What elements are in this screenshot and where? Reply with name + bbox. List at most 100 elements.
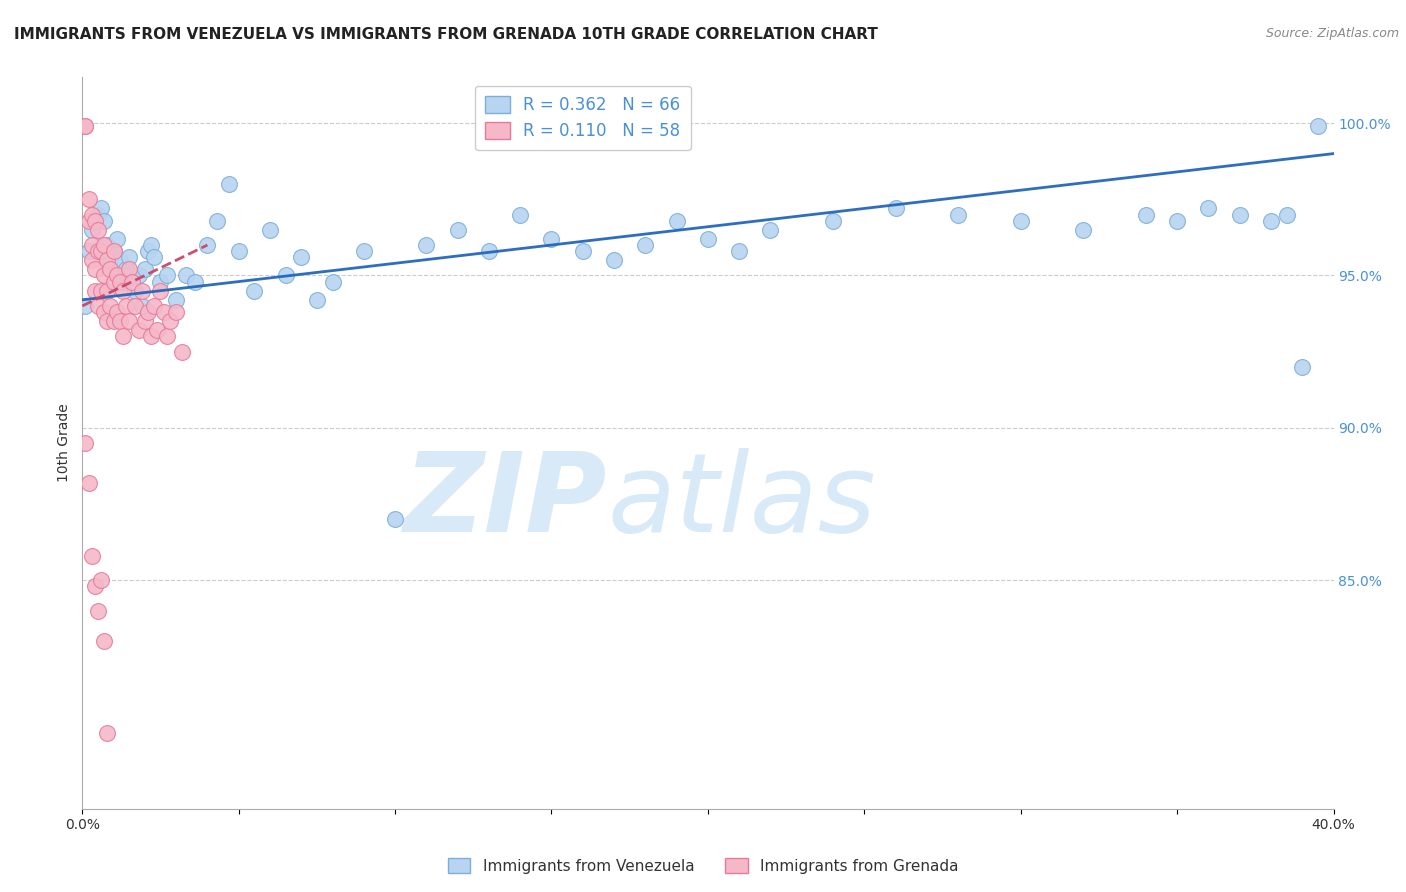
Point [108,275,131,289]
Point [111,284,134,298]
Point [121,275,143,289]
Point [100,299,122,313]
Point [146,323,169,337]
Point [353,244,375,259]
Point [108,314,131,328]
Point [103,244,125,259]
Point [96,238,118,252]
Point [93,238,115,252]
Point [821,213,844,227]
Text: Source: ZipAtlas.com: Source: ZipAtlas.com [1265,27,1399,40]
Point [665,213,688,227]
Point [105,232,128,246]
Point [134,314,156,328]
Point [83,213,105,227]
Point [156,329,179,343]
Point [118,314,141,328]
Point [131,299,153,313]
Point [83,213,105,227]
Point [90,284,112,298]
Point [108,253,131,268]
Point [184,275,207,289]
Point [103,314,125,328]
Point [290,250,312,264]
Point [103,275,125,289]
Point [172,344,194,359]
Point [93,213,115,227]
Point [93,268,115,283]
Point [87,244,110,259]
Point [136,305,159,319]
Text: ZIP: ZIP [405,448,607,555]
Y-axis label: 10th Grade: 10th Grade [58,404,72,483]
Point [134,262,156,277]
Point [305,293,328,307]
Point [105,268,128,283]
Point [603,253,626,268]
Point [75,119,97,133]
Point [415,238,437,252]
Point [1135,208,1157,222]
Point [100,262,122,277]
Point [218,177,240,191]
Point [884,202,907,216]
Point [77,213,100,227]
Point [80,208,103,222]
Point [728,244,751,259]
Point [143,250,166,264]
Point [115,262,138,277]
Point [121,275,143,289]
Point [111,268,134,283]
Point [1260,213,1282,227]
Point [77,244,100,259]
Point [90,202,112,216]
Point [1291,359,1313,374]
Point [115,299,138,313]
Point [111,275,134,289]
Point [174,268,197,283]
Point [87,604,110,618]
Point [759,223,782,237]
Point [259,223,281,237]
Point [509,208,531,222]
Legend: R = 0.362   N = 66, R = 0.110   N = 58: R = 0.362 N = 66, R = 0.110 N = 58 [475,86,690,151]
Point [1229,208,1251,222]
Text: IMMIGRANTS FROM VENEZUELA VS IMMIGRANTS FROM GRENADA 10TH GRADE CORRELATION CHAR: IMMIGRANTS FROM VENEZUELA VS IMMIGRANTS … [14,27,877,42]
Text: atlas: atlas [607,448,876,555]
Point [93,634,115,648]
Point [696,232,718,246]
Point [128,268,150,283]
Point [124,299,146,313]
Point [447,223,470,237]
Point [77,475,100,490]
Point [80,223,103,237]
Point [322,275,344,289]
Point [80,253,103,268]
Point [75,119,97,133]
Point [1306,119,1329,133]
Point [87,208,110,222]
Point [143,299,166,313]
Point [87,223,110,237]
Point [149,284,172,298]
Point [1197,202,1219,216]
Legend: Immigrants from Venezuela, Immigrants from Grenada: Immigrants from Venezuela, Immigrants fr… [441,852,965,880]
Point [103,244,125,259]
Point [128,323,150,337]
Point [118,262,141,277]
Point [83,262,105,277]
Point [124,284,146,298]
Point [87,299,110,313]
Point [90,244,112,259]
Point [205,213,228,227]
Point [228,244,250,259]
Point [75,299,97,313]
Point [80,238,103,252]
Point [131,284,153,298]
Point [96,253,118,268]
Point [136,244,159,259]
Point [1275,208,1298,222]
Point [96,314,118,328]
Point [384,512,406,526]
Point [93,305,115,319]
